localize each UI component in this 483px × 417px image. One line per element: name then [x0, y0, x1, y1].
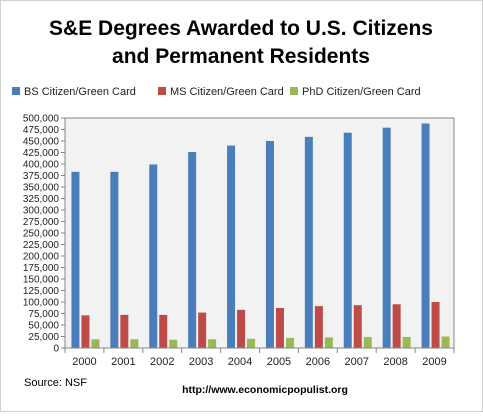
bar-2001-series-3	[130, 339, 139, 348]
bar-2001-series-2	[120, 314, 129, 348]
y-tick-label: 50,000	[28, 321, 59, 332]
y-tick-label: 100,000	[23, 298, 60, 309]
x-tick-label: 2005	[267, 356, 291, 368]
bar-2008-series-1	[382, 127, 391, 348]
bar-2005-series-1	[265, 141, 274, 348]
bar-2006-series-1	[304, 136, 313, 348]
y-tick-label: 325,000	[23, 194, 60, 205]
legend-swatch-2	[158, 87, 166, 95]
y-tick-label: 125,000	[23, 286, 60, 297]
legend-label-3: PhD Citizen/Green Card	[302, 86, 421, 98]
x-tick-label: 2006	[306, 356, 330, 368]
legend-item-2: MS Citizen/Green Card	[158, 86, 284, 98]
y-tick-label: 175,000	[23, 263, 60, 274]
bar-2006-series-2	[314, 306, 323, 348]
bar-2003-series-2	[198, 312, 207, 348]
legend: BS Citizen/Green Card MS Citizen/Green Ca…	[12, 86, 421, 98]
y-tick-label: 425,000	[23, 148, 60, 159]
y-tick-label: 300,000	[23, 206, 60, 217]
bar-2000-series-3	[91, 339, 100, 348]
bar-2009-series-3	[441, 336, 450, 348]
bar-2004-series-2	[237, 309, 246, 348]
y-tick-label: 200,000	[23, 252, 60, 263]
bar-2002-series-3	[169, 339, 178, 348]
y-tick-label: 400,000	[23, 160, 60, 171]
x-tick-label: 2001	[111, 356, 135, 368]
bar-2004-series-3	[247, 338, 256, 348]
x-tick-label: 2000	[72, 356, 96, 368]
y-tick-label: 75,000	[28, 309, 59, 320]
x-tick-label: 2008	[383, 356, 407, 368]
bar-2006-series-3	[324, 337, 333, 348]
bar-2000-series-1	[71, 171, 80, 348]
y-tick-label: 0	[53, 344, 59, 355]
y-tick-label: 450,000	[23, 137, 60, 148]
legend-item-3: PhD Citizen/Green Card	[290, 86, 421, 98]
legend-swatch-1	[12, 87, 20, 95]
bar-2009-series-2	[431, 302, 440, 348]
x-tick-label: 2003	[189, 356, 213, 368]
legend-label-1: BS Citizen/Green Card	[24, 86, 136, 98]
x-tick-label: 2007	[345, 356, 369, 368]
y-tick-label: 225,000	[23, 240, 60, 251]
bar-2004-series-1	[227, 145, 236, 348]
bar-2001-series-1	[110, 171, 119, 348]
bar-2002-series-2	[159, 314, 168, 348]
legend-swatch-3	[290, 87, 298, 95]
bars	[71, 123, 450, 349]
bar-2007-series-1	[343, 132, 352, 348]
bar-2009-series-1	[421, 123, 430, 349]
bar-2008-series-3	[402, 336, 411, 348]
chart-title-line-2: and Permanent Residents	[112, 45, 370, 68]
y-tick-label: 275,000	[23, 217, 60, 228]
y-tick-label: 250,000	[23, 229, 60, 240]
x-tick-label: 2002	[150, 356, 174, 368]
legend-label-2: MS Citizen/Green Card	[170, 86, 284, 98]
bar-2000-series-2	[81, 315, 90, 348]
chart-title-line-1: S&E Degrees Awarded to U.S. Citizens	[49, 17, 433, 40]
y-tick-label: 25,000	[28, 332, 59, 343]
y-tick-label: 500,000	[23, 114, 60, 125]
legend-item-1: BS Citizen/Green Card	[12, 86, 136, 98]
x-tick-label: 2009	[422, 356, 446, 368]
bar-2005-series-3	[285, 337, 294, 348]
y-axis: 025,00050,00075,000100,000125,000150,000…	[23, 114, 66, 355]
bar-2008-series-2	[392, 304, 401, 348]
y-tick-label: 150,000	[23, 275, 60, 286]
bar-2003-series-1	[188, 152, 197, 348]
x-axis: 2000 2001 2002 2003 2004 2005 2006 2007 2008 2009	[64, 347, 455, 368]
x-tick-label: 2004	[228, 356, 252, 368]
bar-2007-series-3	[363, 336, 372, 348]
source-url: http://www.economicpopulist.org	[182, 384, 348, 396]
bar-2005-series-2	[275, 307, 284, 348]
bar-2007-series-2	[353, 305, 362, 348]
y-tick-label: 350,000	[23, 183, 60, 194]
bar-2003-series-3	[208, 339, 217, 348]
y-tick-label: 475,000	[23, 125, 60, 136]
bar-2002-series-1	[149, 164, 158, 348]
y-tick-label: 375,000	[23, 171, 60, 182]
source-note: Source: NSF	[24, 377, 87, 389]
